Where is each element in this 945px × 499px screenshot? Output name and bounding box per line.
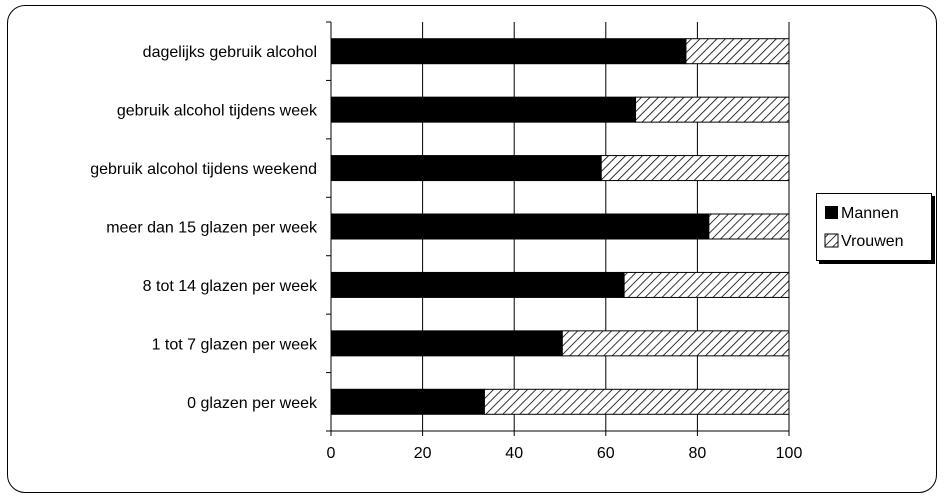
bar-mannen-4: [330, 271, 625, 298]
category-label: gebruik alcohol tijdens weekend: [90, 161, 317, 178]
x-tick-label: 100: [776, 445, 803, 462]
legend-swatch-vrouwen: [824, 233, 839, 248]
tick-labels: 0 20 40 60 80 100: [327, 445, 803, 462]
bars: [330, 38, 790, 415]
category-label: 1 tot 7 glazen per week: [152, 336, 318, 353]
category-label: gebruik alcohol tijdens week: [117, 103, 318, 120]
category-label: 8 tot 14 glazen per week: [143, 278, 318, 295]
bar-mannen-1: [330, 96, 637, 123]
category-label: meer dan 15 glazen per week: [106, 220, 318, 237]
bar-vrouwen-2: [600, 155, 790, 182]
legend-label-mannen: Mannen: [841, 205, 899, 222]
x-tick-label: 20: [414, 445, 432, 462]
x-tick-label: 60: [597, 445, 615, 462]
x-tick-label: 0: [327, 445, 336, 462]
bar-mannen-5: [330, 330, 563, 357]
category-label: 0 glazen per week: [187, 395, 318, 412]
bar-mannen-2: [330, 155, 602, 182]
legend-swatch-mannen: [825, 206, 838, 219]
bar-vrouwen-5: [561, 330, 790, 357]
x-tick-label: 40: [505, 445, 523, 462]
bar-mannen-3: [330, 213, 710, 240]
x-tick-label: 80: [689, 445, 707, 462]
bar-vrouwen-4: [623, 271, 790, 298]
legend-label-vrouwen: Vrouwen: [841, 233, 904, 250]
bar-vrouwen-3: [708, 213, 790, 240]
bar-vrouwen-1: [635, 96, 790, 123]
bar-mannen-0: [330, 38, 687, 65]
bar-vrouwen-6: [483, 388, 790, 415]
category-label: dagelijks gebruik alcohol: [143, 44, 317, 61]
axes: [326, 21, 790, 436]
legend: Mannen Vrouwen: [816, 193, 932, 261]
bar-vrouwen-0: [685, 38, 790, 65]
category-labels: dagelijks gebruik alcohol gebruik alcohol…: [90, 44, 318, 412]
bar-mannen-6: [330, 388, 485, 415]
